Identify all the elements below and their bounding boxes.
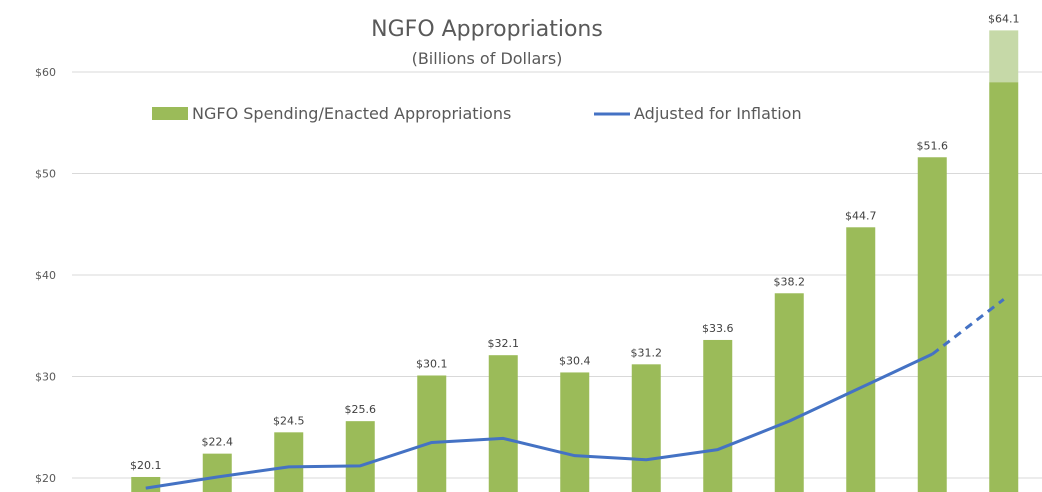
inflation-line [145, 352, 933, 490]
bar-upper-portion [989, 30, 1019, 83]
bar-data-label: $44.7 [845, 209, 877, 222]
data-labels: $20.1 $22.4 $24.5 $25.6 $30.1 $32.1 $30.4 $31.2… [130, 12, 1020, 472]
bar-data-label: $25.6 [345, 403, 377, 416]
bar [131, 476, 161, 492]
y-tick-label: $40 [35, 269, 56, 282]
bar-data-label: $20.1 [130, 459, 162, 472]
bar-data-label: $24.5 [273, 414, 305, 427]
bar-data-label: $64.1 [988, 12, 1020, 25]
gridlines [72, 71, 1042, 479]
bar-data-label: $38.2 [774, 275, 806, 288]
y-tick-label: $50 [35, 168, 56, 181]
inflation-line-projected [931, 298, 1005, 356]
bar-data-label: $30.4 [559, 354, 591, 367]
line-series [145, 298, 1005, 490]
bar [560, 372, 590, 492]
bar [488, 355, 518, 492]
bar [202, 453, 232, 492]
bar [345, 421, 375, 492]
y-tick-label: $30 [35, 371, 56, 384]
chart-title: NGFO Appropriations [371, 17, 603, 42]
bar [917, 157, 947, 492]
bar-series [131, 30, 1019, 492]
bar [631, 364, 661, 492]
y-axis: $20 $30 $40 $50 $60 [35, 66, 56, 485]
bar [774, 293, 804, 492]
bar [274, 432, 304, 492]
bar-data-label: $33.6 [702, 322, 734, 335]
bar [989, 82, 1019, 492]
bar-data-label: $22.4 [202, 436, 234, 449]
bar [846, 227, 876, 492]
y-tick-label: $60 [35, 66, 56, 79]
legend: NGFO Spending/Enacted Appropriations Adj… [152, 104, 802, 123]
legend-label-bars: NGFO Spending/Enacted Appropriations [192, 104, 511, 123]
bar-data-label: $51.6 [917, 139, 949, 152]
bar-data-label: $32.1 [488, 337, 520, 350]
bar-data-label: $31.2 [631, 346, 663, 359]
legend-swatch-bars [152, 107, 188, 120]
chart-subtitle: (Billions of Dollars) [412, 49, 563, 68]
y-tick-label: $20 [35, 472, 56, 485]
legend-label-line: Adjusted for Inflation [634, 104, 802, 123]
bar-data-label: $30.1 [416, 357, 448, 370]
bar [417, 375, 447, 492]
bar [703, 339, 733, 492]
